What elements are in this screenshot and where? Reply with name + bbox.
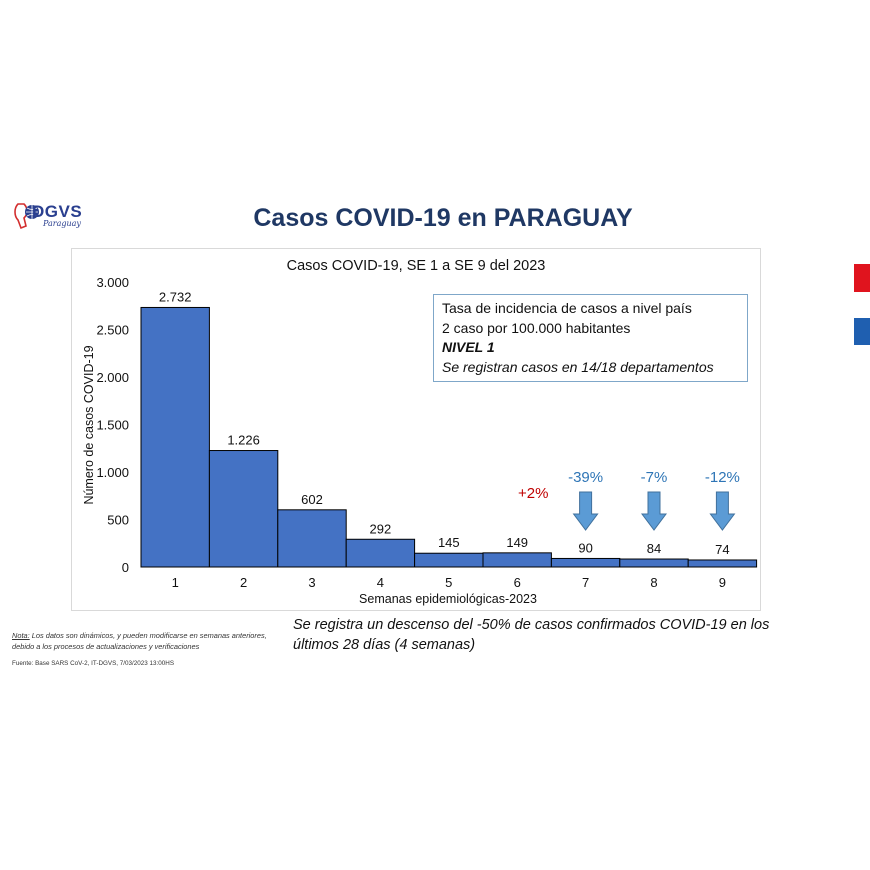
x-axis-label: Semanas epidemiológicas-2023 bbox=[359, 592, 537, 606]
x-tick-label: 1 bbox=[172, 575, 179, 590]
y-tick-label: 500 bbox=[107, 513, 129, 528]
x-tick-label: 7 bbox=[582, 575, 589, 590]
chart-title: Casos COVID-19, SE 1 a SE 9 del 2023 bbox=[287, 258, 546, 274]
bar bbox=[619, 558, 689, 568]
x-tick-label: 6 bbox=[514, 575, 521, 590]
flag-blue-stripe bbox=[854, 318, 870, 345]
bar bbox=[687, 559, 758, 568]
trend-label-decrease: -39% bbox=[568, 469, 603, 486]
incidence-info-box: Tasa de incidencia de casos a nivel país… bbox=[433, 294, 748, 382]
y-tick-label: 1.000 bbox=[96, 465, 129, 480]
down-arrow-icon bbox=[709, 491, 736, 531]
x-tick-label: 9 bbox=[719, 575, 726, 590]
y-tick-label: 0 bbox=[122, 560, 129, 575]
bar-value-label: 145 bbox=[438, 535, 460, 550]
bar bbox=[208, 450, 279, 568]
logo-text: DGVS bbox=[32, 202, 83, 221]
y-tick-label: 2.000 bbox=[96, 370, 129, 385]
trend-label-decrease: -12% bbox=[705, 469, 740, 486]
y-tick-label: 1.500 bbox=[96, 418, 129, 433]
bar bbox=[345, 538, 416, 568]
note-label: Nota: bbox=[12, 631, 30, 640]
y-tick-label: 2.500 bbox=[96, 323, 129, 338]
info-line-incidence: Tasa de incidencia de casos a nivel país bbox=[442, 300, 692, 316]
y-tick-label: 3.000 bbox=[96, 275, 129, 290]
info-line-level: NIVEL 1 bbox=[442, 339, 495, 355]
x-tick-label: 5 bbox=[445, 575, 452, 590]
flag-red-stripe bbox=[854, 264, 870, 292]
note-text: Los datos son dinámicos, y pueden modifi… bbox=[12, 631, 267, 651]
y-axis-label: Número de casos COVID-19 bbox=[82, 345, 96, 504]
bar-value-label: 1.226 bbox=[227, 433, 260, 448]
down-arrow-icon bbox=[641, 491, 667, 531]
chart-frame bbox=[71, 248, 761, 611]
summary-text: Se registra un descenso del -50% de caso… bbox=[293, 617, 770, 653]
bar-value-label: 2.732 bbox=[159, 289, 192, 304]
bar-value-label: 149 bbox=[506, 535, 528, 550]
page-title: Casos COVID-19 en PARAGUAY bbox=[253, 204, 633, 232]
down-arrow-icon bbox=[572, 491, 599, 531]
trend-label-decrease: -7% bbox=[641, 469, 668, 486]
info-line-departments: Se registran casos en 14/18 departamento… bbox=[442, 358, 714, 375]
dgvs-logo bbox=[14, 203, 39, 230]
x-tick-label: 2 bbox=[240, 575, 247, 590]
bar bbox=[550, 557, 621, 568]
logo-subtext: Paraguay bbox=[43, 219, 81, 228]
x-tick-label: 3 bbox=[308, 575, 315, 590]
bar-value-label: 90 bbox=[578, 540, 592, 555]
bar bbox=[414, 552, 484, 568]
source-text: Fuente: Base SARS CoV-2, IT-DGVS, 7/03/2… bbox=[12, 660, 175, 667]
bar bbox=[140, 306, 210, 568]
bar-value-label: 74 bbox=[715, 542, 729, 557]
x-tick-label: 4 bbox=[377, 575, 384, 590]
bar bbox=[482, 552, 552, 568]
bar bbox=[277, 509, 347, 568]
x-tick-label: 8 bbox=[650, 575, 657, 590]
info-line-rate: 2 caso por 100.000 habitantes bbox=[442, 319, 631, 336]
data-note: Nota: Los datos son dinámicos, y pueden … bbox=[12, 630, 274, 652]
bar-value-label: 602 bbox=[301, 492, 323, 507]
trend-label-increase: +2% bbox=[518, 485, 548, 502]
bar-value-label: 292 bbox=[370, 521, 392, 536]
bar-value-label: 84 bbox=[647, 541, 661, 556]
